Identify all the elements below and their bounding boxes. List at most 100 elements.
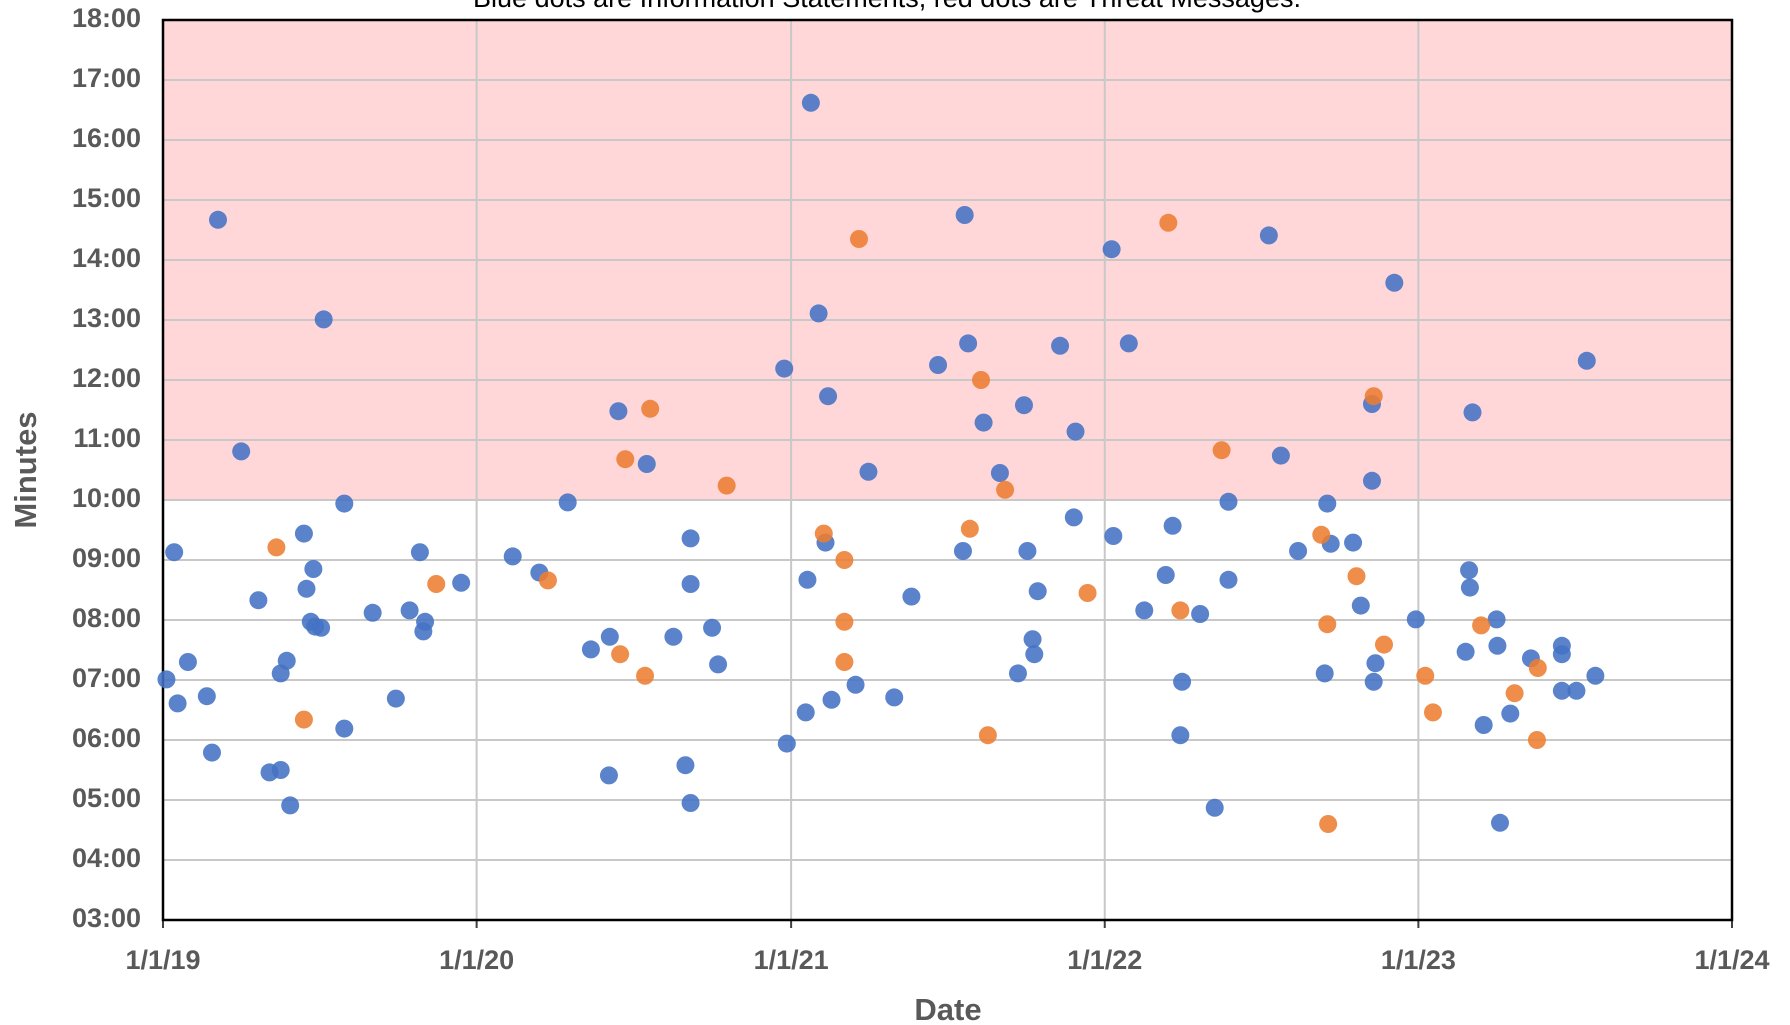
data-point [819, 387, 838, 406]
data-point [599, 766, 618, 785]
y-tick-label: 14:00 [72, 243, 141, 273]
data-point [1219, 492, 1238, 511]
data-point [157, 670, 176, 689]
data-point [1491, 813, 1510, 832]
y-tick-label: 08:00 [72, 603, 141, 633]
data-point [611, 645, 630, 664]
data-point [1416, 666, 1435, 685]
data-point [801, 93, 820, 112]
data-point [1219, 570, 1238, 589]
data-point [885, 688, 904, 707]
data-point [1205, 798, 1224, 817]
x-tick-label: 1/1/21 [754, 945, 829, 975]
data-point [676, 756, 695, 775]
data-point [304, 560, 323, 578]
data-point [1171, 726, 1190, 745]
data-point [249, 591, 268, 610]
data-point [232, 442, 251, 461]
data-point [609, 402, 628, 421]
data-point [267, 538, 286, 557]
data-point [1567, 681, 1586, 700]
data-point [410, 543, 429, 562]
data-point [1456, 642, 1475, 661]
data-point [1212, 441, 1231, 460]
data-point [953, 542, 972, 560]
data-point [1501, 704, 1520, 723]
data-point [1318, 615, 1337, 634]
data-point [558, 493, 577, 512]
data-point [1078, 584, 1097, 602]
data-point [996, 480, 1015, 499]
data-point [400, 601, 419, 620]
data-point [960, 519, 979, 538]
data-point [798, 570, 817, 589]
data-point [849, 230, 868, 248]
data-point [294, 710, 313, 729]
y-tick-label: 13:00 [72, 303, 141, 333]
data-point [1318, 494, 1337, 513]
x-axis-title: Date [914, 992, 981, 1025]
data-point [1156, 566, 1175, 584]
data-point [636, 666, 655, 685]
data-point [1191, 605, 1210, 623]
data-point [809, 304, 828, 323]
data-point [1173, 672, 1192, 691]
data-point [1463, 403, 1482, 422]
data-point [835, 653, 854, 671]
data-point [1375, 635, 1394, 654]
data-point [1104, 527, 1123, 545]
data-point [335, 719, 354, 738]
data-point [1528, 659, 1547, 677]
data-point [1312, 525, 1331, 544]
data-point [1552, 645, 1571, 664]
data-point [297, 579, 316, 598]
data-point [1366, 654, 1385, 673]
data-point [835, 551, 854, 569]
data-point [902, 587, 921, 606]
data-point [1319, 815, 1338, 833]
data-point [452, 573, 471, 592]
data-point [1586, 666, 1605, 685]
data-point [1051, 336, 1070, 355]
data-point [1385, 273, 1404, 292]
data-point [414, 622, 433, 641]
data-point [1064, 508, 1083, 527]
data-point [1347, 567, 1366, 586]
data-point [1066, 422, 1085, 441]
plot-frame [161, 18, 1734, 922]
data-point [1171, 601, 1190, 620]
data-point [281, 796, 300, 815]
y-tick-label: 16:00 [72, 123, 141, 153]
y-tick-label: 04:00 [72, 843, 141, 873]
data-point [165, 543, 184, 562]
data-point [1527, 731, 1546, 749]
data-point [1014, 396, 1033, 415]
data-point [538, 571, 557, 590]
y-tick-label: 18:00 [72, 3, 141, 33]
data-point [972, 371, 991, 389]
data-point [1315, 664, 1334, 683]
data-point [1028, 582, 1047, 601]
data-point [1271, 446, 1290, 465]
data-point [1474, 716, 1493, 734]
data-point [846, 675, 865, 694]
data-point [1472, 616, 1491, 635]
data-point [503, 547, 522, 566]
y-tick-label: 07:00 [72, 663, 141, 693]
data-point [681, 575, 700, 593]
data-point [581, 640, 600, 659]
y-tick-label: 05:00 [72, 783, 141, 813]
data-point [1023, 630, 1042, 649]
x-tick-label: 1/1/23 [1381, 945, 1456, 975]
data-point [1460, 578, 1479, 597]
y-tick-label: 03:00 [72, 903, 141, 933]
data-point [974, 413, 993, 432]
data-point [427, 575, 446, 593]
data-point [775, 359, 794, 378]
data-point [335, 494, 354, 513]
y-tick-label: 10:00 [72, 483, 141, 513]
data-point [1119, 334, 1138, 353]
data-point [1351, 596, 1370, 615]
data-point [796, 703, 815, 722]
data-point [777, 734, 796, 753]
